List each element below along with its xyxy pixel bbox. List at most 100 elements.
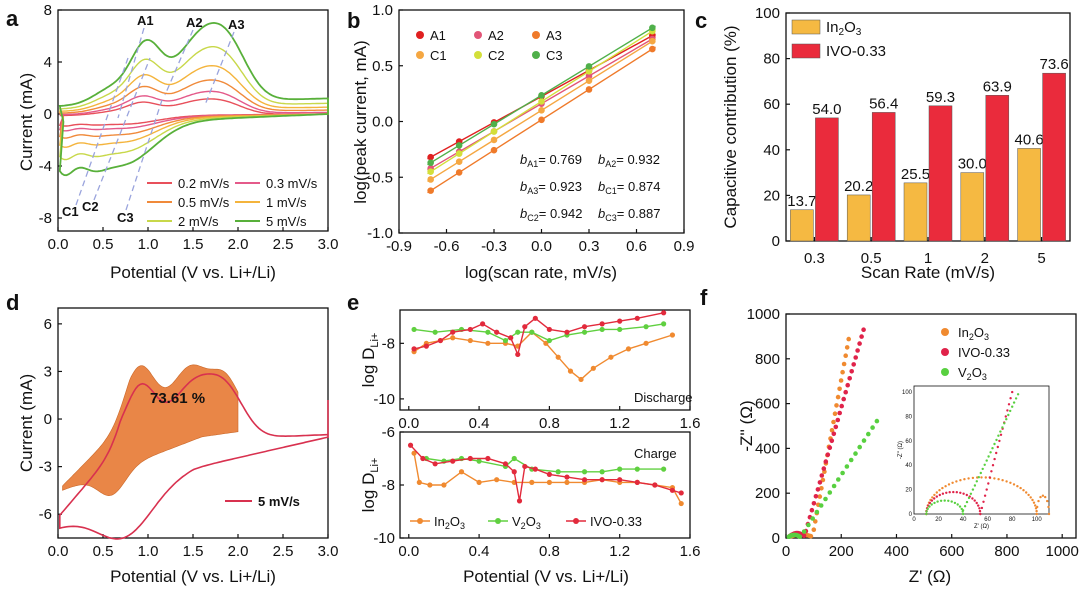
panel-f-point-In2O3 — [834, 403, 839, 408]
panel-f-inset-xtick-label: 100 — [1032, 517, 1043, 523]
panel-b-legend-marker — [532, 51, 540, 59]
panel-e-top-xtick-label: 1.2 — [609, 415, 630, 432]
panel-f-inset-point-In2O3 — [947, 483, 951, 486]
panel-e-top-point-IVO-0.33 — [467, 326, 473, 333]
panel-f-inset-point-In2O3 — [967, 477, 970, 480]
panel-f-inset-point-IVO-0.33 — [952, 490, 955, 494]
panel-c-bar-label: 20.2 — [844, 178, 873, 195]
panel-f-inset-point-IVO-0.33 — [941, 492, 945, 495]
panel-f-legend-sub: 2 — [969, 332, 974, 342]
panel-e-bottom-line-IVO-0.33 — [409, 444, 682, 502]
panel-e-bottom-point-V2O3 — [555, 469, 561, 475]
panel-f-legend-marker — [941, 348, 949, 356]
panel-f-inset-point-IVO-0.33 — [948, 491, 951, 494]
panel-f-inset-point-V2O3 — [1003, 422, 1006, 425]
panel-e-bottom-point-IVO-0.33 — [432, 461, 438, 467]
panel-f-inset-point-V2O3 — [963, 505, 967, 508]
panel-f-inset-point-In2O3 — [971, 476, 975, 480]
panel-f-legend-text: V — [958, 365, 967, 380]
panel-e-top-point-V2O3 — [599, 326, 605, 333]
panel-f-inset-point-IVO-0.33 — [930, 499, 934, 502]
panel-c-legend-swatch — [791, 43, 821, 59]
panel-f-inset-point-IVO-0.33 — [938, 493, 941, 497]
panel-a-xtick-label: 2.5 — [273, 236, 294, 253]
panel-a-xtick-label: 0.0 — [48, 236, 69, 253]
panel-e-top-xtick-label: 0.8 — [539, 415, 560, 432]
panel-f-xtick-label: 400 — [884, 543, 909, 560]
panel-f-inset-point-IVO-0.33 — [978, 507, 981, 510]
panel-f-inset-point-In2O3 — [951, 481, 954, 484]
panel-b-point-A3 — [455, 169, 463, 176]
panel-b-b-value: bA2= 0.932 — [598, 152, 660, 169]
panel-b-b-symbol: b — [520, 179, 527, 194]
panel-c-ytick-label: 60 — [763, 96, 780, 113]
panel-f-point-IVO-0.33 — [831, 431, 837, 437]
panel-f-inset-point-IVO-0.33 — [975, 501, 978, 505]
panel-letter-d: d — [6, 290, 19, 315]
panel-f-point-IVO-0.33 — [815, 487, 821, 492]
panel-letter-f: f — [700, 285, 708, 310]
panel-a-ylabel: Current (mA) — [17, 73, 36, 171]
panel-e-top-point-In2O3 — [567, 368, 574, 374]
panel-e-top-point-IVO-0.33 — [480, 321, 486, 327]
panel-e-bottom-ylabel: log DLi+ — [359, 458, 381, 513]
panel-e-top-point-IVO-0.33 — [661, 310, 667, 316]
panel-f-inset-point-In2O3 — [984, 476, 987, 479]
panel-c-xtick-label: 1 — [924, 250, 932, 267]
panel-letter-b: b — [347, 8, 360, 33]
panel-f-inset-point-In2O3 — [1032, 501, 1036, 504]
panel-f-inset-point-IVO-0.33 — [982, 500, 985, 503]
panel-f-inset-point-V2O3 — [965, 500, 969, 504]
panel-a-ytick-label: 8 — [44, 2, 52, 19]
panel-c-legend-sub: 2 — [839, 27, 845, 38]
panel-e-bottom-ylabel-main: log D — [359, 473, 378, 513]
panel-f-inset-point-In2O3 — [1035, 509, 1038, 513]
panel-f-point-In2O3 — [837, 386, 842, 392]
panel-f-inset-point-V2O3 — [977, 476, 980, 479]
panel-e-top-ylabel-main: log D — [359, 348, 378, 388]
panel-e-bottom-point-IVO-0.33 — [420, 455, 426, 462]
panel-f-point-In2O3 — [844, 345, 850, 350]
panel-e-top-point-In2O3 — [450, 335, 456, 341]
panel-f-inset-point-IVO-0.33 — [999, 433, 1003, 436]
panel-d-ytick-label: -3 — [39, 459, 52, 476]
panel-e-top-point-IVO-0.33 — [546, 326, 552, 333]
panel-e-bottom-point-IVO-0.33 — [511, 469, 517, 475]
panel-f-inset-point-In2O3 — [931, 496, 934, 499]
panel-f-inset-point-IVO-0.33 — [1009, 397, 1012, 400]
panel-e-top-point-V2O3 — [485, 329, 491, 335]
panel-b-point-C2 — [538, 98, 545, 105]
panel-b-b-symbol: b — [598, 152, 605, 167]
panel-f-point-IVO-0.33 — [855, 348, 860, 353]
panel-e-bottom-point-In2O3 — [476, 479, 482, 485]
panel-f-point-V2O3 — [818, 503, 824, 508]
panel-b-point-A3 — [649, 45, 656, 53]
panel-e-top-point-In2O3 — [485, 340, 491, 346]
panel-b-point-A3 — [490, 146, 498, 154]
panel-f-inset-point-V2O3 — [985, 459, 988, 462]
panel-f-inset-point-In2O3 — [1046, 499, 1049, 503]
panel-f-inset-ytick-label: 40 — [905, 463, 912, 469]
panel-b-ytick-label: -1.0 — [367, 225, 393, 242]
panel-f-point-In2O3 — [832, 411, 838, 417]
panel-f-inset-point-V2O3 — [939, 499, 943, 502]
panel-f-point-IVO-0.33 — [843, 389, 848, 395]
panel-e-bottom-point-V2O3 — [634, 466, 640, 472]
panel-f-point-In2O3 — [817, 494, 823, 499]
panel-f-inset-point-V2O3 — [930, 503, 933, 506]
panel-e-bottom-point-In2O3 — [416, 479, 422, 485]
panel-b-point-C1 — [585, 77, 593, 85]
panel-f-inset-point-In2O3 — [1025, 491, 1028, 494]
panel-f-legend-text: O — [974, 325, 984, 340]
panel-c-legend-swatch — [791, 19, 821, 35]
panel-f-point-IVO-0.33 — [839, 403, 844, 409]
panel-f-point-IVO-0.33 — [833, 424, 839, 430]
panel-d-annotation: 73.61 % — [150, 390, 205, 407]
panel-b-point-C3 — [649, 24, 656, 32]
panel-e-bottom-ytick-label: -8 — [382, 477, 395, 494]
panel-f-inset-point-IVO-0.33 — [933, 497, 936, 500]
panel-f-inset-xtick-label: 80 — [1009, 517, 1016, 523]
panel-e-legend-sub: 2 — [445, 521, 450, 531]
